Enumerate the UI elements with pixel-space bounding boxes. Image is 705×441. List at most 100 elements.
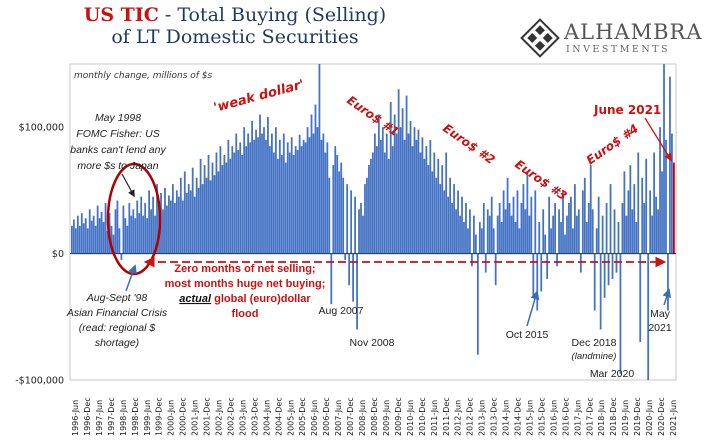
data-bar <box>177 196 180 254</box>
data-bar <box>524 209 527 254</box>
data-bar <box>255 129 257 254</box>
data-bar <box>80 213 83 254</box>
data-bar <box>413 127 416 254</box>
data-bar <box>447 196 450 254</box>
x-tick-label: 1997-Dec <box>107 397 116 436</box>
data-bar <box>506 177 509 254</box>
data-bar <box>429 139 432 254</box>
data-bar <box>560 222 562 254</box>
x-tick-label: 2007-Jun <box>334 400 343 436</box>
data-bar <box>130 215 133 254</box>
data-bar <box>488 215 491 254</box>
data-bar <box>288 152 291 254</box>
data-bar <box>613 209 616 254</box>
nov2008-label: Nov 2008 <box>350 337 395 349</box>
x-tick-label: 2020-Jun <box>645 400 654 436</box>
data-bar <box>170 200 172 254</box>
x-tick-label: 1998-Dec <box>131 397 140 436</box>
x-tick-label: 2005-Dec <box>298 397 307 436</box>
asian-line3: (read: regional $ <box>79 322 156 334</box>
data-bar <box>669 76 671 254</box>
data-bar <box>181 200 184 254</box>
data-bar <box>480 228 483 254</box>
y-tick-label: $0 <box>52 249 64 260</box>
data-bar <box>326 142 329 254</box>
data-bar <box>482 203 485 254</box>
data-bar <box>611 253 614 279</box>
data-bar <box>223 155 226 254</box>
data-bar <box>419 152 422 254</box>
x-tick-label: 2016-Dec <box>561 397 570 436</box>
x-tick-label: 2014-Jun <box>502 400 511 436</box>
data-bar <box>263 127 265 254</box>
data-bar <box>356 253 358 330</box>
data-bar <box>425 146 428 254</box>
plot-frame <box>69 63 677 381</box>
x-tick-label: 2021-Jun <box>669 400 678 436</box>
data-bar <box>574 184 576 254</box>
data-bar <box>231 146 234 254</box>
zero-months-line2: most months huge net buying; <box>165 278 326 290</box>
data-bar <box>140 196 143 254</box>
data-bar <box>572 228 574 254</box>
data-bar <box>474 234 477 254</box>
data-bar <box>395 133 398 254</box>
x-tick-label: 2013-Dec <box>490 397 499 436</box>
y-tick-label: -$100,000 <box>15 376 64 387</box>
data-bar <box>175 190 178 254</box>
euro4-label: Euro$ #4 <box>584 121 641 167</box>
data-bar <box>603 253 606 298</box>
data-bar <box>306 127 309 254</box>
data-bar <box>71 225 73 254</box>
data-bar <box>324 152 327 254</box>
data-bar <box>455 209 457 254</box>
data-bar <box>211 162 214 254</box>
data-bar <box>209 180 212 254</box>
data-bar <box>156 184 158 254</box>
data-bar <box>532 253 535 298</box>
data-bar <box>597 196 600 254</box>
data-bar <box>227 139 230 254</box>
data-bar <box>150 209 152 254</box>
x-tick-label: 2003-Jun <box>238 400 247 436</box>
data-bar <box>504 209 507 254</box>
data-bar <box>665 139 667 254</box>
data-bar <box>336 155 339 254</box>
data-bar <box>457 190 459 254</box>
data-bar <box>96 205 99 254</box>
data-bar <box>185 192 188 254</box>
data-bar <box>673 162 675 254</box>
data-bar <box>245 146 248 254</box>
data-bar <box>655 196 657 254</box>
x-tick-label: 2011-Jun <box>430 400 439 436</box>
data-bar <box>215 152 218 254</box>
data-bar <box>172 184 174 254</box>
data-bar <box>401 108 404 254</box>
data-bar <box>120 253 123 260</box>
data-bar <box>164 187 166 254</box>
x-tick-label: 1999-Dec <box>155 397 164 436</box>
data-bar <box>437 158 440 254</box>
data-bar <box>536 253 539 311</box>
data-bar <box>383 152 386 254</box>
data-bar <box>88 209 91 254</box>
data-bar <box>659 127 661 254</box>
data-bar <box>550 228 553 254</box>
x-tick-label: 1997-Jun <box>95 400 104 436</box>
data-bar <box>486 209 489 254</box>
data-bar <box>116 200 119 254</box>
data-bar <box>552 215 554 254</box>
logo-diamond-icon <box>520 18 560 58</box>
data-bar <box>72 219 75 254</box>
data-bar <box>267 117 269 254</box>
data-bar <box>421 137 424 254</box>
data-bar <box>195 177 198 254</box>
actual-word: actual <box>179 293 212 305</box>
data-bar <box>433 152 436 254</box>
data-bar <box>671 133 673 254</box>
data-bar <box>657 209 659 254</box>
data-bar <box>593 253 596 311</box>
aug2007-label: Aug 2007 <box>319 305 364 317</box>
data-bar <box>98 218 101 254</box>
